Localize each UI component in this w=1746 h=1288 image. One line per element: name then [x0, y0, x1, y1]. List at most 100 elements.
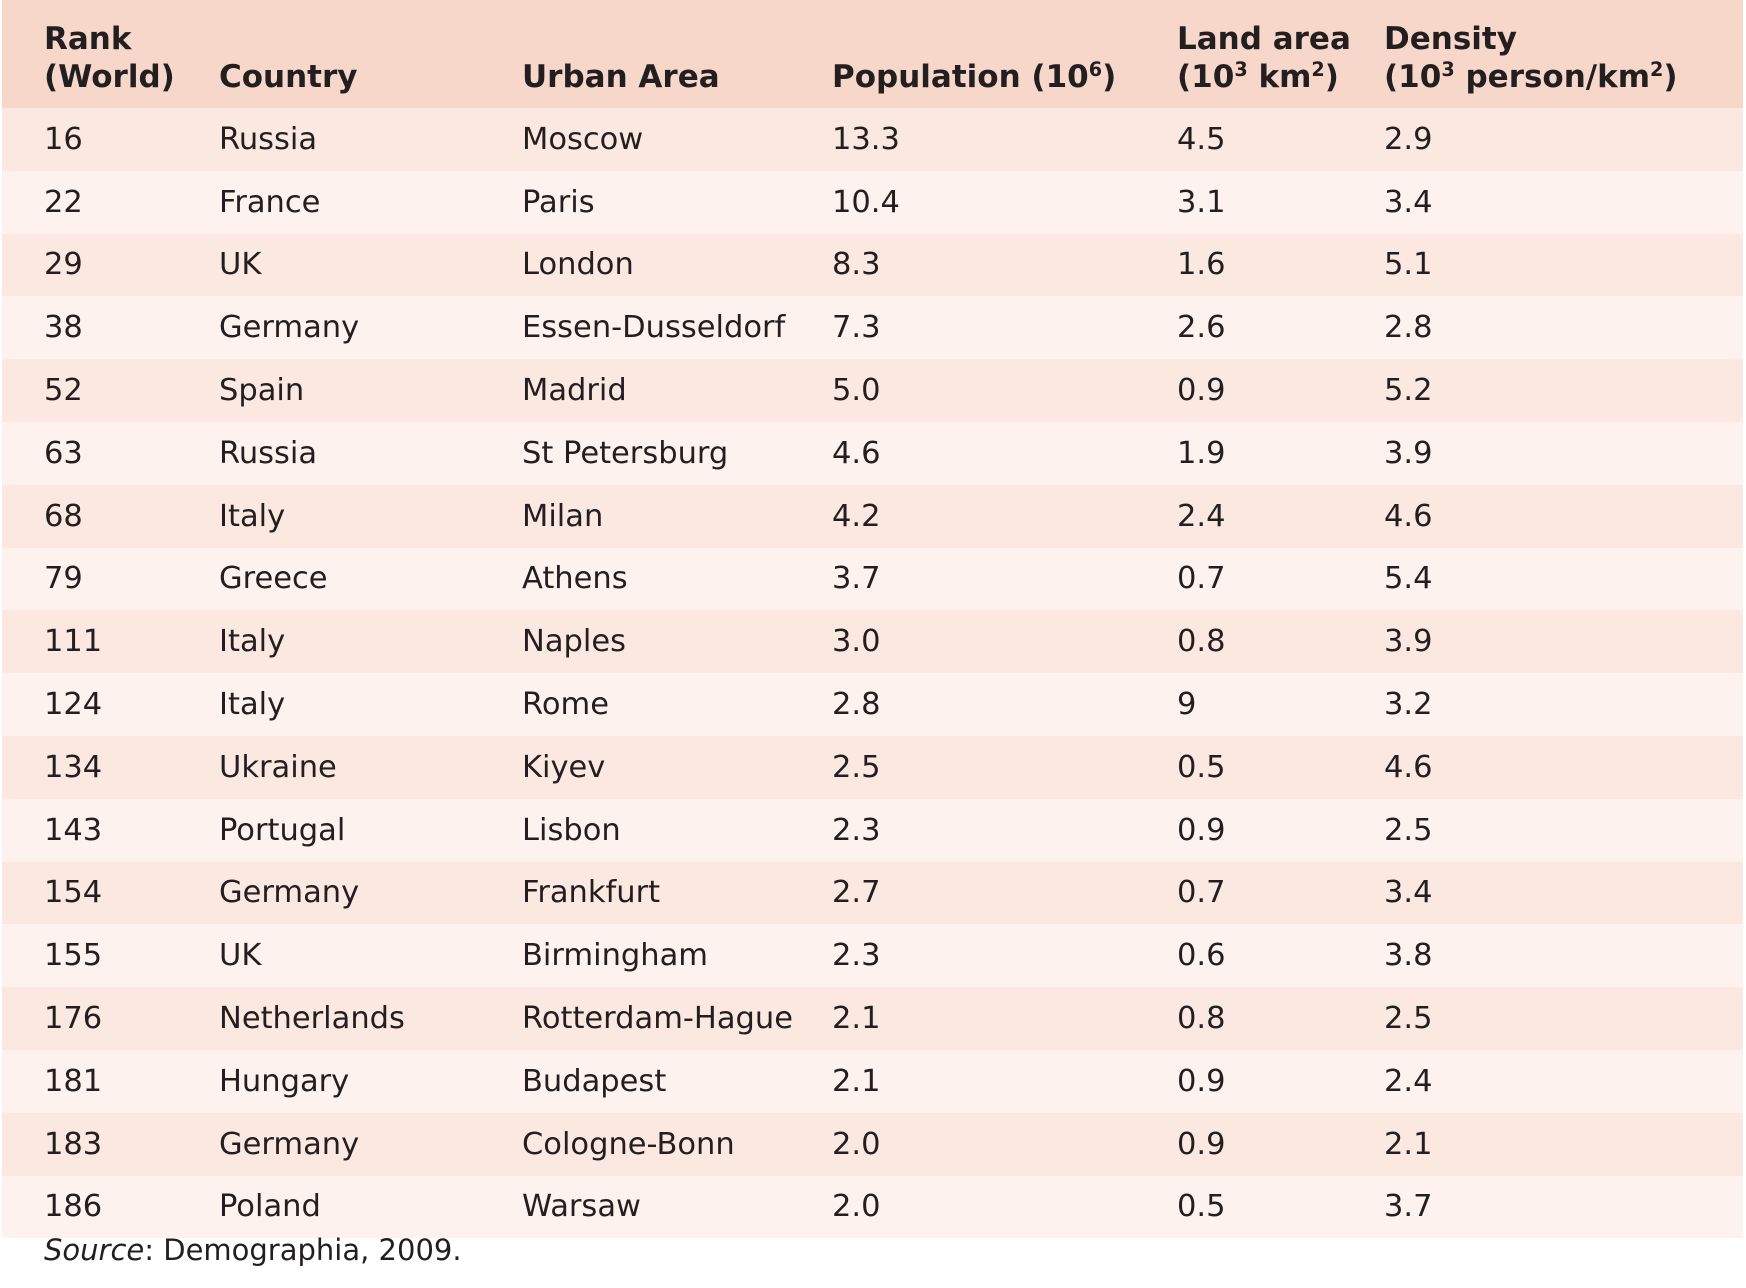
table-row: 38 Germany Essen-Dusseldorf 7.3 2.6 2.8 — [2, 296, 1743, 360]
cell-land-area: 0.9 — [1177, 1126, 1226, 1162]
cell-rank: 143 — [44, 812, 103, 848]
table-row: 186 Poland Warsaw 2.0 0.5 3.7 — [2, 1175, 1743, 1239]
cell-land-area: 0.7 — [1177, 875, 1226, 911]
cell-population: 4.6 — [832, 435, 881, 471]
cell-population: 2.7 — [832, 875, 881, 911]
cell-urban-area: Rome — [522, 687, 609, 723]
header-density-line2-suffix: ) — [1663, 59, 1678, 95]
cell-urban-area: London — [522, 247, 634, 283]
cell-rank: 79 — [44, 561, 83, 597]
cell-density: 2.4 — [1384, 1063, 1433, 1099]
cell-country: Russia — [219, 121, 318, 157]
cell-land-area: 9 — [1177, 687, 1197, 723]
header-population: Population (106) — [832, 0, 1177, 108]
header-rank-line2: (World) — [44, 59, 175, 95]
cell-country: Poland — [219, 1189, 321, 1225]
header-density: Density (103 person/km2) — [1384, 0, 1743, 108]
cell-country: UK — [219, 247, 262, 283]
cell-land-area: 0.6 — [1177, 938, 1226, 974]
table-row: 16 Russia Moscow 13.3 4.5 2.9 — [2, 108, 1743, 171]
source-note: Source: Demographia, 2009. — [44, 1233, 462, 1267]
cell-rank: 68 — [44, 498, 83, 534]
header-population-sup: 6 — [1088, 58, 1103, 82]
cell-country: Germany — [219, 875, 360, 911]
cell-urban-area: Madrid — [522, 373, 627, 409]
cell-rank: 181 — [44, 1063, 103, 1099]
cell-rank: 134 — [44, 749, 103, 785]
cell-land-area: 2.6 — [1177, 310, 1226, 346]
cell-urban-area: Birmingham — [522, 938, 709, 974]
population-table-container: Rank (World) Country Urban Area Populati… — [2, 0, 1743, 1239]
cell-population: 2.1 — [832, 1063, 881, 1099]
table-row: 155 UK Birmingham 2.3 0.6 3.8 — [2, 924, 1743, 988]
header-row: Rank (World) Country Urban Area Populati… — [2, 0, 1743, 108]
cell-density: 3.4 — [1384, 184, 1433, 220]
table-row: 143 Portugal Lisbon 2.3 0.9 2.5 — [2, 798, 1743, 862]
cell-land-area: 4.5 — [1177, 121, 1226, 157]
cell-rank: 22 — [44, 184, 83, 220]
header-land-area: Land area (103 km2) — [1177, 0, 1384, 108]
cell-rank: 124 — [44, 687, 103, 723]
cell-population: 2.3 — [832, 938, 881, 974]
table-row: 111 Italy Naples 3.0 0.8 3.9 — [2, 610, 1743, 674]
header-population-prefix: Population (10 — [832, 59, 1089, 95]
cell-land-area: 0.5 — [1177, 749, 1226, 785]
cell-population: 13.3 — [832, 121, 900, 157]
table-row: 154 Germany Frankfurt 2.7 0.7 3.4 — [2, 861, 1743, 925]
header-land-line2-mid: km — [1247, 59, 1312, 95]
cell-land-area: 0.7 — [1177, 561, 1226, 597]
cell-population: 4.2 — [832, 498, 881, 534]
header-population-suffix: ) — [1102, 59, 1117, 95]
cell-rank: 16 — [44, 121, 83, 157]
cell-urban-area: Naples — [522, 624, 626, 660]
source-text: : Demographia, 2009. — [144, 1233, 462, 1267]
cell-country: Netherlands — [219, 1001, 405, 1037]
cell-density: 2.8 — [1384, 310, 1433, 346]
cell-population: 2.8 — [832, 687, 881, 723]
cell-population: 8.3 — [832, 247, 881, 283]
table-row: 63 Russia St Petersburg 4.6 1.9 3.9 — [2, 421, 1743, 485]
cell-density: 3.7 — [1384, 1189, 1433, 1225]
header-density-sup2: 2 — [1650, 58, 1664, 82]
cell-country: Germany — [219, 310, 360, 346]
header-density-line1: Density — [1384, 21, 1517, 57]
table-row: 124 Italy Rome 2.8 9 3.2 — [2, 673, 1743, 736]
cell-rank: 38 — [44, 310, 83, 346]
header-land-sup2: 2 — [1311, 58, 1325, 82]
cell-land-area: 0.8 — [1177, 1001, 1226, 1037]
cell-urban-area: Warsaw — [522, 1189, 641, 1225]
cell-population: 2.0 — [832, 1189, 881, 1225]
cell-urban-area: Milan — [522, 498, 604, 534]
cell-land-area: 0.9 — [1177, 373, 1226, 409]
table-row: 79 Greece Athens 3.7 0.7 5.4 — [2, 547, 1743, 611]
header-density-sup1: 3 — [1441, 58, 1455, 82]
cell-country: UK — [219, 938, 262, 974]
table-body: 16 Russia Moscow 13.3 4.5 2.9 22 France Paris 10… — [2, 108, 1743, 1239]
cell-land-area: 0.9 — [1177, 1063, 1226, 1099]
cell-population: 2.3 — [832, 812, 881, 848]
cell-population: 2.0 — [832, 1126, 881, 1162]
cell-urban-area: Paris — [522, 184, 595, 220]
cell-density: 5.1 — [1384, 247, 1433, 283]
table-row: 52 Spain Madrid 5.0 0.9 5.2 — [2, 359, 1743, 422]
cell-country: Portugal — [219, 812, 346, 848]
cell-density: 2.1 — [1384, 1126, 1433, 1162]
cell-rank: 183 — [44, 1126, 103, 1162]
header-land-sup1: 3 — [1234, 58, 1248, 82]
urban-areas-table: Rank (World) Country Urban Area Populati… — [2, 0, 1743, 1239]
cell-country: France — [219, 184, 321, 220]
cell-population: 5.0 — [832, 373, 881, 409]
cell-density: 2.5 — [1384, 1001, 1433, 1037]
cell-land-area: 0.8 — [1177, 624, 1226, 660]
cell-density: 4.6 — [1384, 498, 1433, 534]
header-density-line2-mid: person/km — [1454, 59, 1651, 95]
table-row: 68 Italy Milan 4.2 2.4 4.6 — [2, 484, 1743, 548]
table-row: 29 UK London 8.3 1.6 5.1 — [2, 233, 1743, 297]
cell-country: Italy — [219, 687, 286, 723]
cell-country: Hungary — [219, 1063, 350, 1099]
table-row: 183 Germany Cologne-Bonn 2.0 0.9 2.1 — [2, 1112, 1743, 1176]
cell-urban-area: Athens — [522, 561, 628, 597]
source-label: Source — [44, 1233, 145, 1267]
cell-rank: 111 — [44, 624, 103, 660]
table-row: 134 Ukraine Kiyev 2.5 0.5 4.6 — [2, 735, 1743, 799]
